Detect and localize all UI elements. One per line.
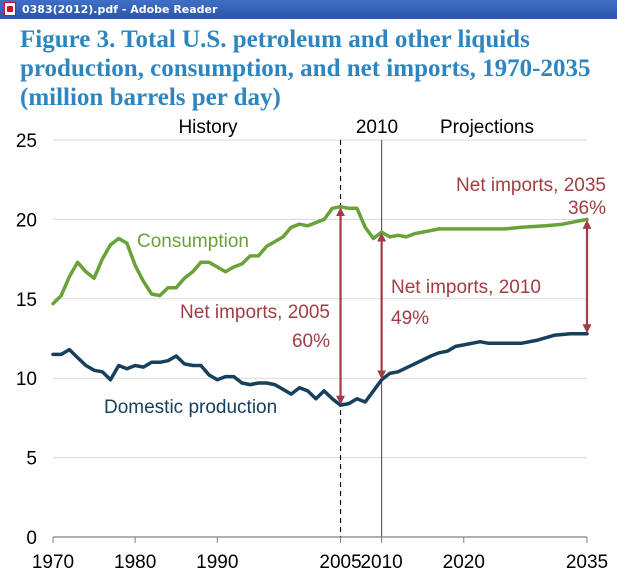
figure-title-line: production, consumption, and net imports… (20, 55, 591, 82)
x-tick-label: 2010 (360, 552, 402, 573)
adobe-reader-icon (4, 2, 16, 16)
region-label-projections: Projections (440, 117, 534, 138)
window-title-bar: 0383(2012).pdf - Adobe Reader (0, 0, 617, 19)
net-imports-percent-2010: 49% (391, 308, 429, 329)
series-line-consumption (51, 204, 589, 306)
x-tick-label: 1980 (114, 552, 156, 573)
series-label-consumption: Consumption (137, 231, 249, 252)
x-tick-label: 2005 (319, 552, 361, 573)
y-tick-label: 0 (26, 528, 37, 549)
net-imports-percent-2005: 60% (292, 331, 330, 352)
figure-title-line: Figure 3. Total U.S. petroleum and other… (20, 26, 530, 53)
x-tick-label: 1970 (32, 552, 74, 573)
region-label-history: History (178, 117, 238, 138)
y-tick-label: 5 (26, 449, 37, 470)
x-tick-label: 1990 (196, 552, 238, 573)
net-import-arrows (336, 207, 592, 405)
net-imports-percent-2035: 36% (568, 198, 606, 219)
y-tick-label: 20 (16, 210, 37, 231)
window-title: 0383(2012).pdf - Adobe Reader (22, 3, 218, 16)
net-imports-label-2035: Net imports, 2035 (456, 175, 606, 196)
net-imports-label-2005: Net imports, 2005 (180, 302, 330, 323)
reference-lines (339, 140, 383, 537)
region-label-2010: 2010 (356, 117, 398, 138)
chart-labels: History 2010 Projections Consumption Domesti… (104, 117, 606, 418)
series-line-domestic-production (51, 331, 589, 407)
y-tick-label: 15 (16, 290, 37, 311)
series-label-domestic-production: Domestic production (104, 397, 277, 418)
x-tick-label: 2035 (566, 552, 608, 573)
figure-title: Figure 3. Total U.S. petroleum and other… (20, 25, 610, 112)
y-tick-label: 10 (16, 369, 37, 390)
x-tick-label: 2020 (443, 552, 485, 573)
figure-title-line: (million barrels per day) (20, 84, 281, 111)
net-imports-label-2010: Net imports, 2010 (391, 277, 541, 298)
series-lines (51, 204, 589, 407)
gridlines (53, 139, 587, 459)
y-tick-label: 25 (16, 131, 37, 152)
